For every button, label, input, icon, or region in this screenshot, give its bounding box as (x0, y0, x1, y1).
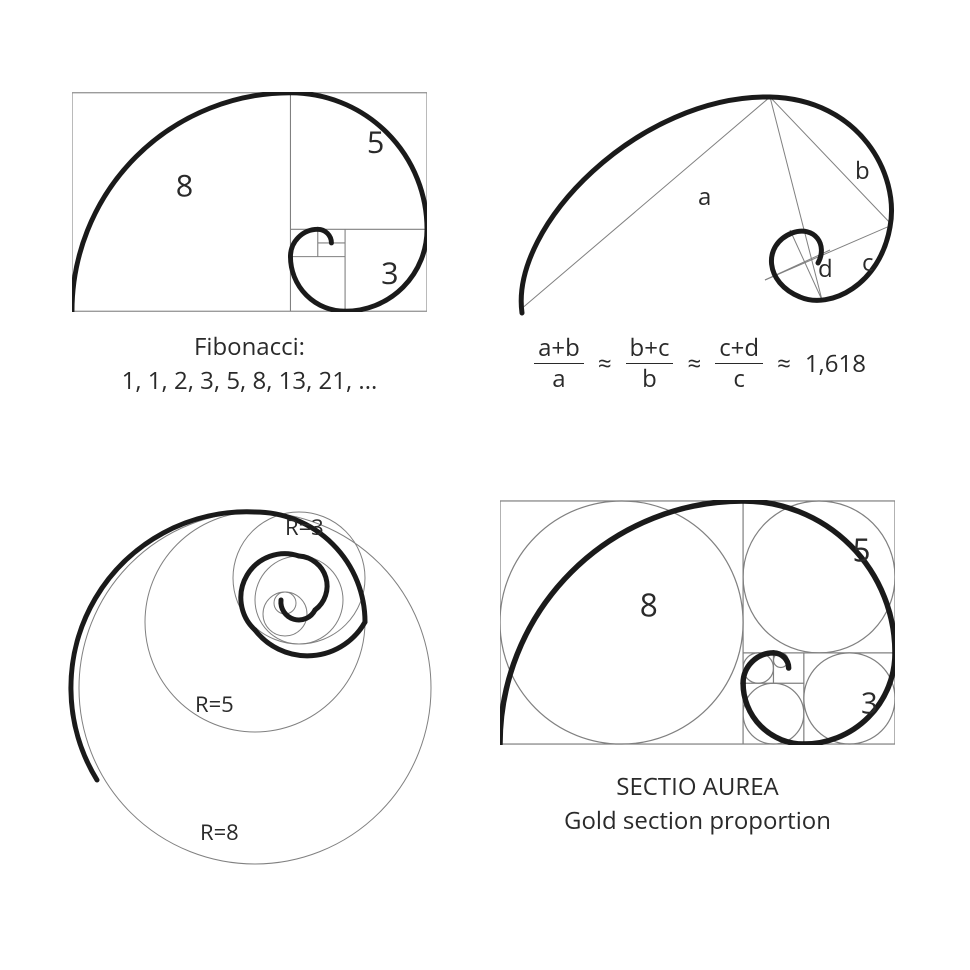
approx-1: ≈ (598, 347, 612, 380)
panel-sectio-aurea: 8 5 3 (500, 500, 895, 750)
label-5: 5 (367, 120, 384, 162)
golden-ratio-formula: a+b a ≈ b+c b ≈ c+d c ≈ 1,618 (500, 335, 900, 393)
label-r8: R=8 (200, 817, 239, 847)
frac-bc-b: b+c b (626, 335, 674, 393)
label-3b: 3 (861, 683, 878, 723)
label-8: 8 (176, 164, 193, 206)
label-b: b (855, 154, 870, 187)
sectio-aurea-caption: SECTIO AUREA Gold section proportion (500, 770, 895, 837)
label-c: c (862, 246, 874, 279)
sectio-line1: SECTIO AUREA (500, 770, 895, 804)
frac-ab-a: a+b a (534, 335, 584, 393)
circles-spiral-diagram: R=3 R=5 R=8 (65, 480, 445, 870)
label-r5: R=5 (195, 689, 234, 719)
approx-2: ≈ (687, 347, 701, 380)
fibonacci-rect-diagram: 8 5 3 (72, 92, 427, 312)
sectio-line2: Gold section proportion (500, 804, 895, 838)
label-5b: 5 (852, 529, 870, 572)
fibonacci-caption: Fibonacci: 1, 1, 2, 3, 5, 8, 13, 21, ... (72, 330, 427, 397)
fibonacci-title: Fibonacci: (72, 330, 427, 364)
golden-ratio-value: 1,618 (805, 347, 866, 380)
panel-fibonacci-rect: 8 5 3 (72, 92, 427, 317)
fibonacci-sequence: 1, 1, 2, 3, 5, 8, 13, 21, ... (72, 364, 427, 398)
sectio-aurea-diagram: 8 5 3 (500, 500, 895, 745)
panel-golden-triangle: a b c d (500, 85, 900, 325)
label-3: 3 (381, 251, 398, 293)
approx-3: ≈ (777, 347, 791, 380)
label-d: d (818, 252, 833, 285)
panel-circles-spiral: R=3 R=5 R=8 (65, 480, 445, 875)
label-8b: 8 (640, 583, 658, 626)
golden-triangle-diagram: a b c d (500, 85, 900, 320)
label-r3: R=3 (285, 512, 324, 542)
label-a: a (698, 180, 711, 213)
frac-cd-c: c+d c (715, 335, 763, 393)
